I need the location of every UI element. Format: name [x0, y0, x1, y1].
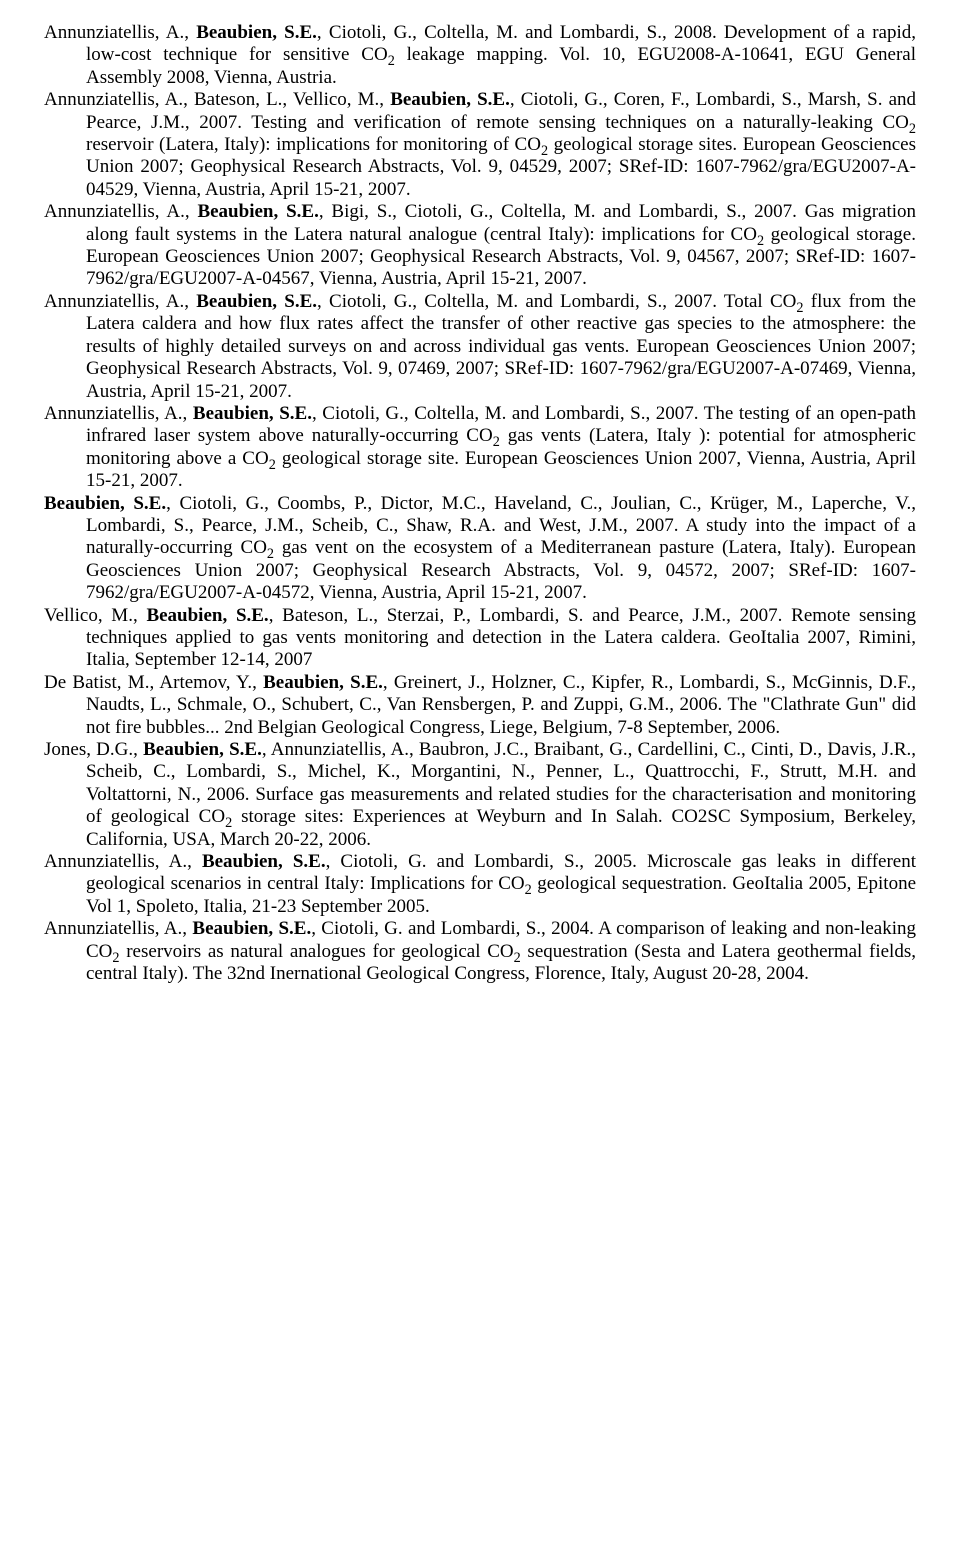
reference-entry: Annunziatellis, A., Beaubien, S.E., Ciot…	[44, 851, 916, 918]
reference-entry: Annunziatellis, A., Beaubien, S.E., Ciot…	[44, 22, 916, 89]
reference-entry: Jones, D.G., Beaubien, S.E., Annunziatel…	[44, 739, 916, 851]
reference-entry: Annunziatellis, A., Beaubien, S.E., Ciot…	[44, 918, 916, 985]
reference-entry: Annunziatellis, A., Beaubien, S.E., Ciot…	[44, 291, 916, 403]
reference-entry: Annunziatellis, A., Beaubien, S.E., Bigi…	[44, 201, 916, 291]
references-list: Annunziatellis, A., Beaubien, S.E., Ciot…	[44, 22, 916, 985]
reference-entry: Vellico, M., Beaubien, S.E., Bateson, L.…	[44, 605, 916, 672]
reference-entry: Beaubien, S.E., Ciotoli, G., Coombs, P.,…	[44, 493, 916, 605]
reference-entry: Annunziatellis, A., Beaubien, S.E., Ciot…	[44, 403, 916, 493]
reference-entry: De Batist, M., Artemov, Y., Beaubien, S.…	[44, 672, 916, 739]
reference-entry: Annunziatellis, A., Bateson, L., Vellico…	[44, 89, 916, 201]
